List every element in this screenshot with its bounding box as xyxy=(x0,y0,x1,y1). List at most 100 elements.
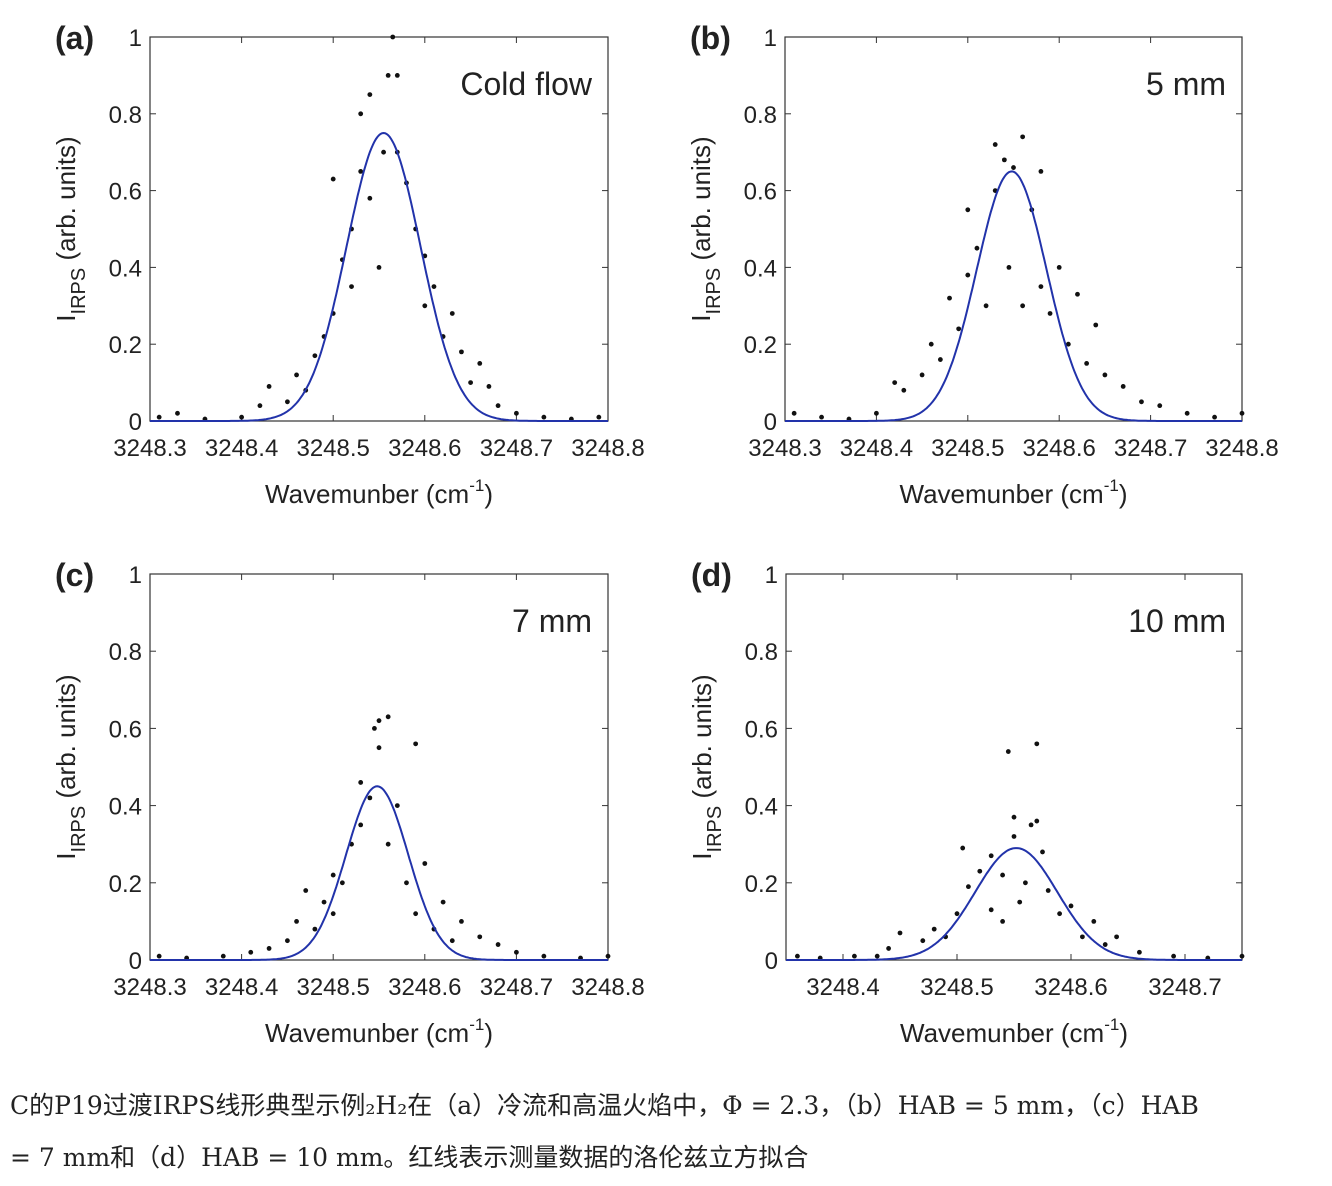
y-axis-label: IIRPS (arb. units) xyxy=(686,136,725,321)
data-point xyxy=(988,853,994,859)
y-tick-label: 0.2 xyxy=(109,332,142,359)
y-label-rest: (arb. units) xyxy=(51,136,81,268)
data-point xyxy=(977,868,983,874)
data-point xyxy=(605,953,611,959)
data-point xyxy=(1157,403,1163,409)
y-tick-label: 0 xyxy=(764,409,777,436)
y-tick-label: 0.4 xyxy=(744,255,777,282)
data-point xyxy=(874,410,879,416)
data-point xyxy=(1084,361,1090,366)
y-label-rest: (arb. units) xyxy=(687,674,717,806)
caption-line-1: C的P19过渡IRPS线形典型示例₂H₂在（a）冷流和高温火焰中，Φ = 2.3… xyxy=(10,1091,1199,1120)
panel-annotation: 7 mm xyxy=(512,603,592,639)
data-point xyxy=(1034,818,1040,824)
data-point xyxy=(1045,888,1051,893)
data-point xyxy=(954,911,960,917)
fit-curve xyxy=(150,785,608,961)
data-point xyxy=(1114,934,1119,940)
y-tick-label: 0.8 xyxy=(109,102,142,129)
x-label-text: Wavemunber (cm xyxy=(900,479,1104,509)
plot-frame xyxy=(784,36,1243,422)
y-tick-label: 0.6 xyxy=(109,716,142,743)
data-point xyxy=(220,953,226,959)
data-point xyxy=(1080,934,1085,940)
panel-b: 0 0.2 0.4 0.6 0.8 1 3248.3 3248.4 3248.5 3248.6 32… xyxy=(686,20,1279,509)
data-point xyxy=(294,372,299,378)
data-point xyxy=(1056,265,1062,270)
data-point xyxy=(1093,322,1099,328)
data-point xyxy=(1184,410,1190,416)
data-point xyxy=(376,265,382,270)
fit-curve xyxy=(150,131,608,422)
data-point xyxy=(541,953,547,959)
data-point xyxy=(1006,265,1012,270)
data-point xyxy=(376,718,382,724)
x-tick-label: 3248.6 xyxy=(1022,435,1095,462)
data-point xyxy=(431,284,437,289)
data-point xyxy=(367,195,373,201)
data-point xyxy=(1091,919,1097,924)
data-point xyxy=(514,949,519,955)
data-point xyxy=(1020,134,1026,140)
y-tick-label: 0.6 xyxy=(744,179,777,206)
x-tick-label: 3248.4 xyxy=(205,974,278,1001)
data-point xyxy=(372,726,377,731)
plot-frame xyxy=(785,573,1243,961)
data-point xyxy=(596,414,602,420)
data-point xyxy=(312,353,318,359)
data-point xyxy=(852,953,857,959)
x-label-end: ) xyxy=(484,479,493,509)
data-point xyxy=(266,946,272,951)
data-point xyxy=(349,284,354,289)
data-point xyxy=(459,919,464,924)
data-point xyxy=(440,899,446,905)
y-tick-label: 0.4 xyxy=(745,794,778,821)
data-point xyxy=(358,111,364,117)
data-point xyxy=(897,930,903,936)
data-point xyxy=(376,745,382,751)
data-point xyxy=(422,861,428,866)
data-point xyxy=(449,938,455,944)
panel-annotation: Cold flow xyxy=(460,66,593,102)
data-point xyxy=(1000,872,1005,878)
y-tick-label: 0.8 xyxy=(745,639,778,666)
data-point xyxy=(931,926,937,932)
data-point xyxy=(1011,165,1016,170)
data-point xyxy=(156,953,162,959)
x-label-superscript: -1 xyxy=(1104,1015,1119,1034)
data-point xyxy=(966,884,971,890)
panel-annotation: 5 mm xyxy=(1146,66,1226,102)
data-point xyxy=(1034,741,1040,747)
data-point xyxy=(339,880,345,886)
y-axis-label: IIRPS (arb. units) xyxy=(51,674,90,859)
data-point xyxy=(1102,372,1108,378)
y-label-rest: (arb. units) xyxy=(51,674,81,806)
data-point xyxy=(1212,414,1217,420)
data-point xyxy=(947,295,952,301)
x-tick-label: 3248.3 xyxy=(113,974,186,1001)
y-label-main: I xyxy=(51,852,81,859)
data-point xyxy=(988,907,994,913)
x-tick-label: 3248.8 xyxy=(571,974,644,1001)
data-point xyxy=(1011,834,1017,839)
panel-annotation: 10 mm xyxy=(1128,603,1226,639)
x-label-text: Wavemunber (cm xyxy=(265,479,469,509)
data-point xyxy=(1001,157,1007,163)
x-tick-label: 3248.7 xyxy=(1114,435,1187,462)
data-point xyxy=(303,888,309,893)
data-point xyxy=(795,953,800,959)
data-point xyxy=(381,149,386,155)
x-tick-label: 3248.6 xyxy=(388,435,461,462)
x-label-text: Wavemunber (cm xyxy=(900,1018,1104,1048)
panel-c: 0 0.2 0.4 0.6 0.8 1 3248.3 3248.4 3248.5 3248.6 32… xyxy=(51,557,645,1048)
x-tick-label: 3248.6 xyxy=(1034,974,1107,1001)
x-label-superscript: -1 xyxy=(1104,476,1119,495)
y-tick-label: 0.2 xyxy=(109,871,142,898)
data-point xyxy=(390,34,396,40)
y-label-main: I xyxy=(686,314,716,321)
data-point xyxy=(1057,911,1062,917)
y-tick-label: 0.2 xyxy=(744,332,777,359)
data-point xyxy=(413,741,419,747)
x-tick-label: 3248.4 xyxy=(840,435,913,462)
x-tick-label: 3248.4 xyxy=(806,974,879,1001)
